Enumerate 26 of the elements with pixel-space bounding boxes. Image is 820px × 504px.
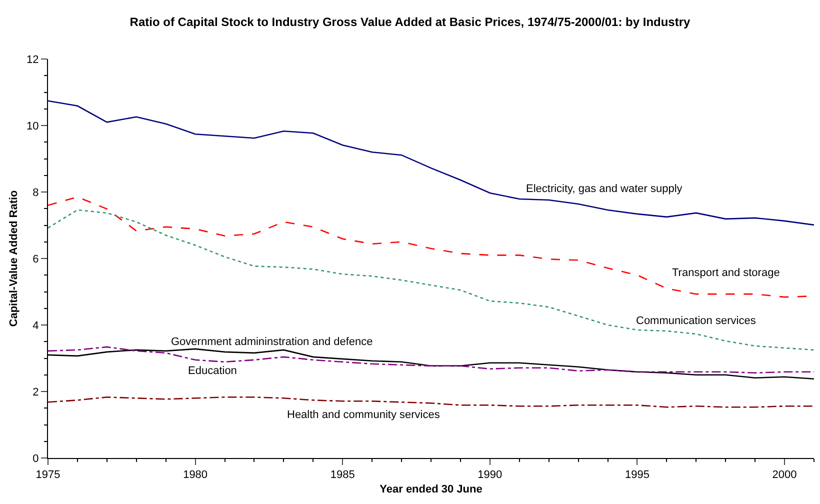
y-tick-label: 2	[32, 386, 39, 398]
series-label: Government admininstration and defence	[171, 336, 373, 348]
y-axis-title: Capital-Value Added Ratio	[8, 190, 20, 327]
x-tick-label: 1980	[183, 469, 208, 482]
series-label: Transport and storage	[672, 267, 780, 279]
x-tick-label: 1990	[478, 469, 502, 482]
x-tick-label: 2000	[772, 469, 797, 482]
y-tick-label: 10	[26, 120, 39, 132]
line-series	[48, 100, 814, 226]
series-label: Health and community services	[287, 409, 440, 421]
y-tick-label: 4	[32, 320, 39, 332]
line-series	[48, 346, 814, 374]
x-tick-label: 1985	[330, 469, 355, 482]
y-tick-label: 0	[32, 452, 39, 465]
x-tick-label: 1975	[36, 469, 60, 482]
chart-title: Ratio of Capital Stock to Industry Gross Value Added at Basic Prices, 1974/75-2000/01: by Industry	[130, 15, 691, 30]
series-label: Communication services	[636, 315, 756, 327]
y-tick-label: 12	[26, 54, 39, 66]
y-tick-label: 6	[32, 253, 39, 266]
series-label: Electricity, gas and water supply	[526, 183, 683, 195]
series-label: Education	[188, 365, 237, 377]
x-axis-title: Year ended 30 June	[380, 483, 482, 496]
line-series	[48, 209, 814, 351]
line-series	[48, 396, 814, 408]
x-tick-label: 1995	[624, 469, 650, 482]
y-tick-label: 8	[32, 186, 39, 199]
